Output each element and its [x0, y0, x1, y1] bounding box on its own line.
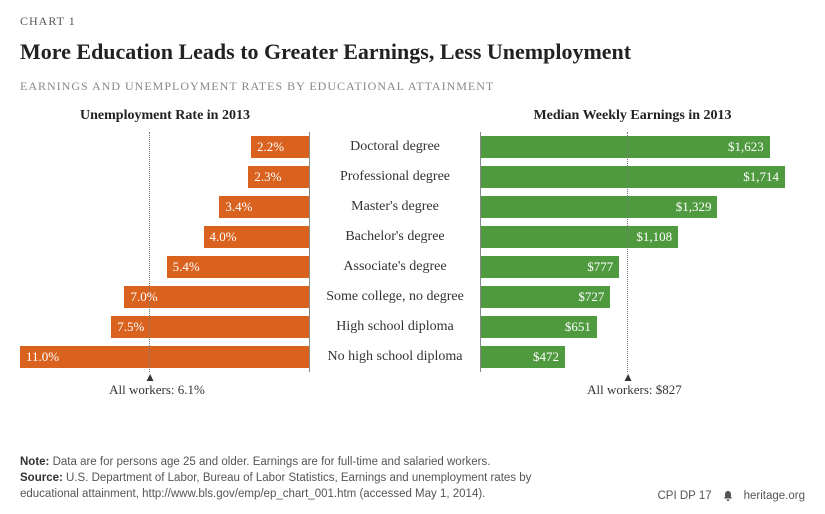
earnings-value: $1,623: [728, 139, 764, 155]
chart-number-label: CHART 1: [20, 14, 805, 29]
earnings-value: $1,108: [636, 229, 672, 245]
earnings-bar-row: $1,714: [480, 162, 785, 192]
unemployment-bar-row: 5.4%: [20, 252, 310, 282]
unemployment-column: Unemployment Rate in 2013 2.2% 2.3%3.4% 4.…: [20, 108, 310, 402]
bell-icon: [722, 490, 734, 502]
category-label: Some college, no degree: [310, 282, 480, 312]
source-label: Source:: [20, 472, 63, 484]
unemployment-bar: 4.0%: [204, 226, 309, 248]
footer-site: heritage.org: [744, 490, 805, 502]
earnings-bar-row: $777: [480, 252, 785, 282]
earnings-bar: $1,329: [481, 196, 717, 218]
unemployment-value: 4.0%: [210, 229, 237, 245]
earnings-avg-marker: ▲ All workers: $827: [480, 372, 785, 402]
unemployment-value: 2.3%: [254, 169, 281, 185]
note-label: Note:: [20, 456, 49, 468]
earnings-bar-row: $472: [480, 342, 785, 372]
source-text: U.S. Department of Labor, Bureau of Labo…: [20, 472, 531, 500]
earnings-bar-row: $727: [480, 282, 785, 312]
footer-code: CPI DP 17: [658, 490, 712, 502]
chart-title: More Education Leads to Greater Earnings…: [20, 39, 805, 65]
earnings-value: $777: [587, 259, 613, 275]
unemployment-bar: 2.2%: [251, 136, 309, 158]
earnings-value: $1,329: [676, 199, 712, 215]
unemployment-bar-row: 2.2%: [20, 132, 310, 162]
category-label: Bachelor's degree: [310, 222, 480, 252]
unemployment-bar-row: 7.0%: [20, 282, 310, 312]
unemployment-value: 3.4%: [225, 199, 252, 215]
earnings-header: Median Weekly Earnings in 2013: [480, 108, 785, 132]
earnings-bar-row: $1,623: [480, 132, 785, 162]
earnings-bar: $727: [481, 286, 610, 308]
unemployment-bar: 7.5%: [111, 316, 309, 338]
unemployment-avg-marker: ▲ All workers: 6.1%: [20, 372, 310, 402]
earnings-value: $1,714: [743, 169, 779, 185]
note-text: Data are for persons age 25 and older. E…: [49, 456, 490, 468]
earnings-bar-row: $651: [480, 312, 785, 342]
unemployment-value: 11.0%: [26, 349, 59, 365]
earnings-bar: $472: [481, 346, 565, 368]
unemployment-bar-row: 3.4%: [20, 192, 310, 222]
unemployment-value: 5.4%: [173, 259, 200, 275]
unemployment-bar-row: 7.5%: [20, 312, 310, 342]
earnings-value: $472: [533, 349, 559, 365]
earnings-value: $651: [565, 319, 591, 335]
category-label: Professional degree: [310, 162, 480, 192]
unemployment-bar: 3.4%: [219, 196, 309, 218]
category-label: No high school diploma: [310, 342, 480, 372]
earnings-bar: $651: [481, 316, 597, 338]
unemployment-avg-guideline: [149, 132, 150, 372]
unemployment-bar-row: 2.3%: [20, 162, 310, 192]
earnings-bar: $1,108: [481, 226, 678, 248]
chart-body: Unemployment Rate in 2013 2.2% 2.3%3.4% 4.…: [20, 108, 805, 402]
unemployment-value: 7.0%: [130, 289, 157, 305]
earnings-bar: $1,714: [481, 166, 785, 188]
category-column: Doctoral degreeProfessional degreeMaster…: [310, 108, 480, 402]
category-label: Master's degree: [310, 192, 480, 222]
earnings-value: $727: [578, 289, 604, 305]
category-label: Associate's degree: [310, 252, 480, 282]
unemployment-bar: 5.4%: [167, 256, 309, 278]
unemployment-bar: 11.0%: [20, 346, 309, 368]
unemployment-value: 7.5%: [117, 319, 144, 335]
footer-right: CPI DP 17 heritage.org: [658, 490, 806, 502]
category-label: High school diploma: [310, 312, 480, 342]
unemployment-header: Unemployment Rate in 2013: [20, 108, 310, 132]
unemployment-bar: 2.3%: [248, 166, 309, 188]
earnings-bar: $777: [481, 256, 619, 278]
earnings-column: Median Weekly Earnings in 2013 $1,623 $1,…: [480, 108, 785, 402]
unemployment-value: 2.2%: [257, 139, 284, 155]
unemployment-bar-row: 4.0%: [20, 222, 310, 252]
category-label: Doctoral degree: [310, 132, 480, 162]
chart-subtitle: EARNINGS AND UNEMPLOYMENT RATES BY EDUCA…: [20, 79, 805, 94]
earnings-bar-row: $1,329: [480, 192, 785, 222]
unemployment-bar: 7.0%: [124, 286, 309, 308]
earnings-bar: $1,623: [481, 136, 770, 158]
unemployment-bar-row: 11.0%: [20, 342, 310, 372]
earnings-avg-guideline: [627, 132, 628, 372]
earnings-bar-row: $1,108: [480, 222, 785, 252]
